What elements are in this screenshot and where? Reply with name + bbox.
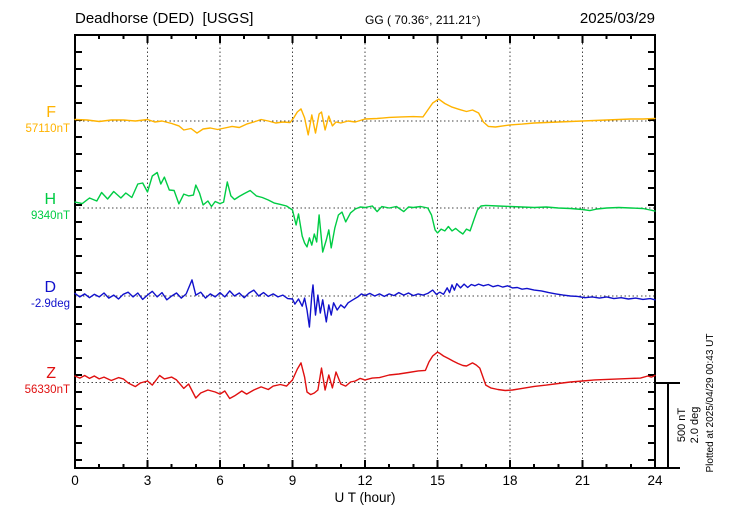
channel-letter-Z: Z — [46, 365, 56, 382]
scale-deg-label: 2.0 deg — [689, 406, 701, 444]
page-title: Deadhorse (DED) [USGS] — [75, 10, 254, 27]
plot-date: 2025/03/29 — [579, 10, 655, 27]
trace-Z — [74, 351, 656, 400]
channel-baseline-F: 57110nT — [25, 123, 70, 135]
x-axis-tick-labels: 0 3 6 9 12 15 18 21 24 — [0, 473, 730, 489]
geographic-coords: GG ( 70.36°, 211.21°) — [365, 13, 481, 27]
channel-baseline-Z: 56330nT — [24, 384, 70, 396]
x-tick-label: 24 — [647, 473, 663, 488]
x-axis-label: U T (hour) — [334, 490, 396, 505]
x-tick-label: 15 — [429, 473, 446, 488]
channel-letter-D: D — [44, 279, 56, 296]
channel-letter-F: F — [46, 104, 56, 121]
channel-label-Z: Z 56330nT — [0, 366, 70, 397]
channel-label-H: H 9340nT — [0, 192, 70, 223]
channel-letter-H: H — [44, 191, 56, 208]
plotted-at-note: Plotted at 2025/04/29 00:43 UT — [705, 333, 716, 473]
gridlines — [75, 35, 655, 468]
x-tick-label: 21 — [574, 473, 591, 488]
x-tick-label: 6 — [216, 473, 224, 488]
x-tick-label: 9 — [288, 473, 297, 488]
x-tick-label: 0 — [71, 473, 79, 488]
scale-bar-labels: 500 nT 2.0 deg — [676, 397, 704, 453]
trace-D — [74, 279, 656, 328]
channel-baseline-D: -2.9deg — [30, 298, 70, 310]
channel-label-D: D -2.9deg — [0, 280, 70, 311]
plot-frame — [74, 34, 656, 469]
x-tick-label: 12 — [357, 473, 373, 488]
axis-ticks — [74, 35, 656, 468]
x-tick-label: 18 — [502, 473, 518, 488]
channel-baseline-H: 9340nT — [30, 210, 70, 222]
scale-nt-label: 500 nT — [676, 407, 688, 443]
trace-F — [74, 98, 656, 136]
x-tick-label: 3 — [143, 473, 152, 488]
scale-bar — [654, 382, 680, 469]
trace-H — [74, 171, 656, 253]
channel-label-F: F 57110nT — [0, 105, 70, 136]
